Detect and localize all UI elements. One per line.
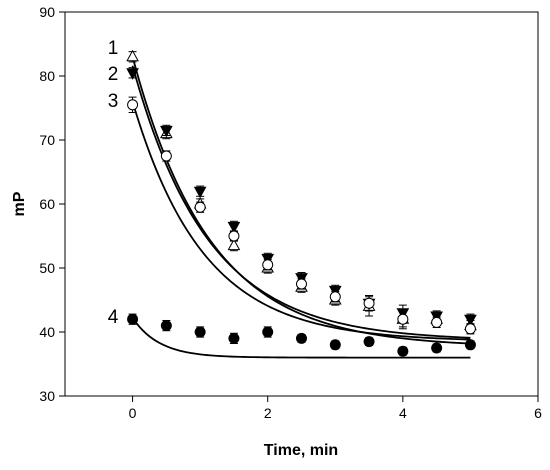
axis-ticks: 0 2 4 6 30 40 50 60 70 80 90 [39, 4, 542, 421]
marker [227, 238, 241, 251]
y-tick-label: 70 [39, 132, 55, 148]
marker [127, 99, 139, 111]
marker [363, 336, 375, 348]
marker [160, 125, 173, 138]
y-tick-label: 90 [39, 4, 55, 20]
data-point-3 [464, 323, 476, 335]
y-tick-label: 40 [39, 324, 55, 340]
series-label-4: 4 [108, 307, 119, 328]
marker [160, 150, 172, 162]
marker [431, 342, 443, 354]
data-point-4 [228, 332, 240, 345]
data-points [126, 49, 477, 357]
x-tick-label: 4 [399, 405, 407, 421]
data-point-3 [194, 201, 206, 213]
data-point-3 [262, 259, 274, 271]
data-point-3 [228, 230, 240, 242]
data-point-4 [329, 339, 341, 351]
x-tick-label: 0 [129, 405, 137, 421]
data-point-4 [160, 319, 172, 332]
marker [296, 332, 307, 344]
data-point-3 [127, 96, 139, 113]
marker [363, 297, 375, 309]
data-point-4 [262, 326, 274, 338]
marker [464, 314, 477, 327]
data-point-4 [397, 345, 409, 357]
marker [262, 259, 274, 271]
x-tick-label: 6 [534, 405, 542, 421]
data-point-3 [160, 150, 172, 162]
marker [126, 68, 139, 80]
fit-curve-4 [131, 317, 471, 359]
marker [160, 320, 172, 332]
data-point-4 [464, 339, 476, 351]
series-label-1: 1 [108, 38, 119, 59]
marker [194, 326, 206, 338]
y-tick-label: 80 [39, 68, 55, 84]
data-point-2 [160, 124, 173, 138]
y-tick-label: 50 [39, 260, 55, 276]
data-point-4 [363, 336, 375, 348]
marker [227, 221, 241, 234]
marker [194, 201, 206, 213]
data-point-2 [464, 313, 477, 327]
y-tick-label: 30 [39, 388, 55, 404]
data-point-3 [363, 295, 375, 312]
marker [127, 313, 139, 325]
marker [193, 186, 207, 199]
data-point-4 [194, 326, 206, 338]
marker [464, 323, 476, 335]
y-tick-label: 60 [39, 196, 55, 212]
marker [228, 332, 240, 344]
x-axis-title: Time, min [264, 442, 338, 459]
data-point-4 [431, 342, 443, 354]
series-labels: 1 2 3 4 [108, 38, 119, 328]
data-point-4 [296, 332, 307, 344]
marker [296, 278, 307, 290]
data-point-1 [126, 49, 139, 63]
x-tick-label: 2 [264, 405, 272, 421]
marker [126, 49, 139, 62]
data-point-4 [127, 313, 139, 325]
data-point-2 [193, 185, 207, 199]
marker [329, 291, 341, 303]
marker [329, 339, 341, 351]
data-point-2 [126, 67, 139, 80]
fit-curve-2 [131, 65, 471, 339]
data-point-3 [296, 278, 307, 290]
data-point-3 [329, 291, 341, 303]
marker [464, 339, 476, 351]
fit-curves [131, 56, 471, 359]
marker [397, 313, 409, 325]
series-label-2: 2 [108, 64, 119, 85]
marker [262, 326, 274, 338]
marker [397, 345, 409, 357]
marker [431, 316, 443, 328]
data-point-3 [431, 316, 443, 329]
marker [228, 230, 240, 242]
fit-curve-3 [131, 101, 471, 341]
data-point-3 [397, 311, 409, 328]
series-label-3: 3 [108, 91, 119, 112]
y-axis-title: mP [11, 191, 28, 216]
fit-curve-1 [131, 56, 471, 345]
